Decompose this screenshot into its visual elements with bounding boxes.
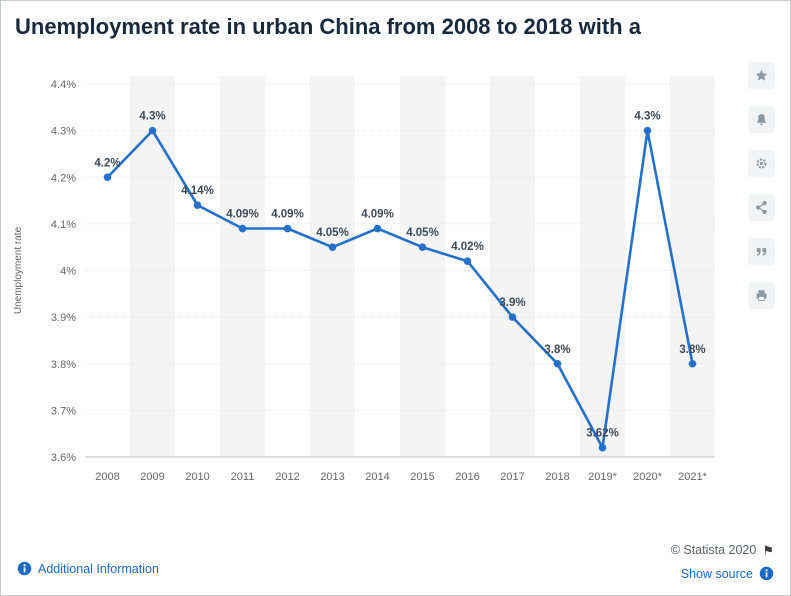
- info-icon: [17, 561, 32, 576]
- favorite-button[interactable]: [747, 62, 775, 89]
- additional-information-label: Additional Information: [38, 561, 159, 576]
- share-button[interactable]: [747, 194, 775, 221]
- quote-icon: [756, 248, 766, 256]
- x-tick-label: 2021*: [678, 471, 707, 483]
- data-point-2018[interactable]: [553, 359, 562, 368]
- cite-button[interactable]: [747, 238, 775, 265]
- chart-content: 3.6% 3.7% 3.8% 3.9% 4% 4.1% 4.2% 4.3% 4.4% 2008 20…: [1, 48, 790, 531]
- info-icon: [759, 566, 774, 581]
- value-label: 4.09%: [271, 209, 304, 221]
- additional-information-link[interactable]: Additional Information: [17, 561, 159, 576]
- value-label: 3.62%: [586, 428, 619, 440]
- value-label: 4.09%: [226, 209, 259, 221]
- value-label: 3.9%: [499, 297, 525, 309]
- unemployment-line-chart: 3.6% 3.7% 3.8% 3.9% 4% 4.1% 4.2% 4.3% 4.4% 2008 20…: [13, 76, 715, 483]
- copyright: © Statista 2020 ⚑: [671, 543, 774, 557]
- value-label: 4.02%: [451, 241, 484, 253]
- x-tick-label: 2014: [365, 471, 389, 483]
- x-tick-label: 2012: [275, 471, 299, 483]
- column-band: [130, 76, 175, 457]
- data-point-2017[interactable]: [508, 313, 517, 321]
- data-point-2015[interactable]: [418, 243, 427, 251]
- flag-icon: ⚑: [762, 542, 774, 558]
- data-point-2019*[interactable]: [598, 443, 607, 452]
- y-tick-label: 4.3%: [51, 126, 76, 138]
- column-band: [580, 76, 625, 457]
- column-band: [670, 76, 715, 457]
- x-tick-label: 2016: [455, 471, 479, 483]
- x-tick-label: 2010: [185, 471, 209, 483]
- data-point-2016[interactable]: [463, 257, 472, 265]
- share-icon: [755, 201, 767, 214]
- print-icon: [756, 290, 766, 301]
- column-band: [400, 76, 445, 457]
- y-tick-label: 3.6%: [51, 452, 76, 464]
- gear-icon: [755, 158, 767, 169]
- value-label: 4.05%: [316, 227, 349, 239]
- value-label: 4.05%: [406, 227, 439, 239]
- x-tick-label: 2008: [95, 471, 119, 483]
- data-point-2014[interactable]: [373, 224, 382, 233]
- y-tick-label: 4.4%: [51, 79, 76, 91]
- data-point-2021*[interactable]: [688, 359, 697, 368]
- value-label: 4.14%: [181, 185, 214, 197]
- star-icon: [755, 69, 767, 81]
- x-tick-label: 2020*: [633, 471, 662, 483]
- print-button[interactable]: [747, 282, 775, 309]
- show-source-link[interactable]: Show source: [681, 566, 774, 581]
- y-tick-label: 3.8%: [51, 359, 76, 371]
- column-band: [220, 76, 265, 457]
- footer: Additional Information © Statista 2020 ⚑…: [1, 543, 790, 595]
- value-label: 4.2%: [94, 157, 120, 169]
- value-label: 3.8%: [679, 344, 705, 356]
- x-tick-label: 2017: [500, 471, 524, 483]
- x-tick-label: 2015: [410, 471, 434, 483]
- footer-left: Additional Information: [17, 561, 159, 581]
- footer-right: © Statista 2020 ⚑ Show source: [671, 543, 774, 581]
- value-label: 4.3%: [634, 111, 660, 123]
- show-source-label: Show source: [680, 566, 753, 581]
- y-tick-label: 4%: [60, 266, 76, 278]
- data-point-2011[interactable]: [238, 224, 247, 233]
- value-label: 4.09%: [361, 209, 394, 221]
- settings-button[interactable]: [747, 150, 775, 177]
- x-tick-label: 2018: [545, 471, 569, 483]
- page-title: Unemployment rate in urban China from 20…: [15, 14, 641, 39]
- y-tick-label: 3.7%: [51, 405, 76, 417]
- copyright-label: © Statista 2020: [670, 543, 757, 557]
- x-tick-label: 2009: [140, 471, 164, 483]
- y-axis-title: Unemployment rate: [13, 226, 24, 314]
- data-point-2020*[interactable]: [643, 126, 652, 135]
- data-point-2010[interactable]: [193, 201, 202, 210]
- y-tick-label: 4.1%: [51, 219, 76, 231]
- chart-area: 3.6% 3.7% 3.8% 3.9% 4% 4.1% 4.2% 4.3% 4.4% 2008 20…: [5, 48, 740, 531]
- x-tick-label: 2011: [231, 471, 255, 483]
- bell-icon: [756, 114, 766, 126]
- series-line: [106, 129, 694, 449]
- toolbar: [740, 62, 782, 309]
- y-tick-label: 4.2%: [51, 172, 76, 184]
- value-label: 4.3%: [139, 111, 165, 123]
- x-tick-label: 2019*: [588, 471, 617, 483]
- alert-button[interactable]: [747, 106, 775, 133]
- value-label: 3.8%: [544, 344, 570, 356]
- data-point-2012[interactable]: [283, 224, 292, 233]
- y-tick-label: 3.9%: [51, 312, 76, 324]
- column-band: [310, 76, 355, 457]
- data-point-2008[interactable]: [103, 173, 112, 182]
- data-point-2013[interactable]: [328, 243, 337, 251]
- data-point-2009[interactable]: [148, 126, 157, 135]
- x-tick-label: 2013: [320, 471, 344, 483]
- column-band: [490, 76, 535, 457]
